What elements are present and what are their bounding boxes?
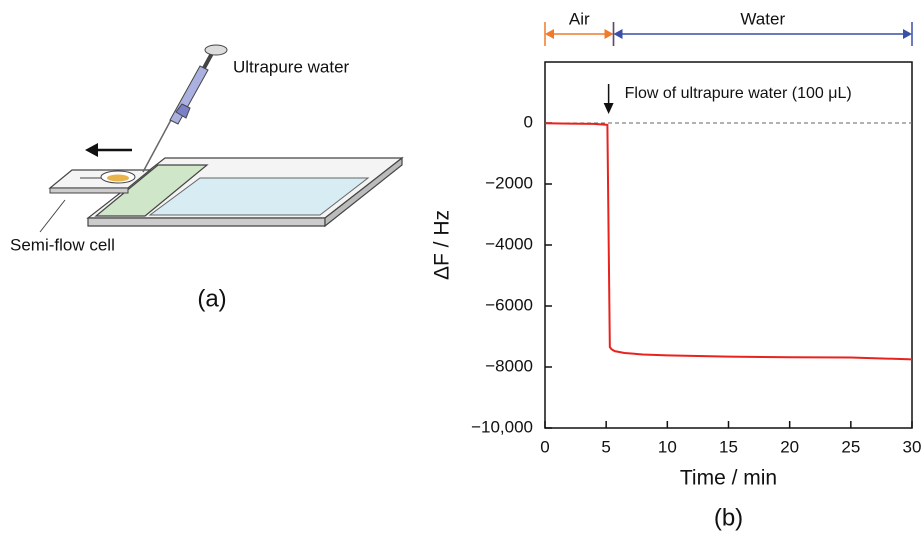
y-tick-label: −8000 [485, 356, 533, 375]
plunger-cap [204, 44, 228, 56]
label-leader [39, 199, 66, 233]
caption: (b) [714, 504, 743, 531]
slide-edge [87, 217, 326, 227]
syringe-barrel [169, 65, 209, 125]
needle [142, 117, 173, 173]
y-tick-label: −10,000 [471, 417, 533, 436]
annotation-head [603, 103, 614, 114]
y-tick-label: 0 [524, 112, 533, 131]
chart: −10,000 −8000 −6000 −4000 −2000 0 0 5 10 15 20 25 30… [431, 9, 922, 531]
x-tick-label: 30 [903, 437, 922, 456]
y-axis-label: ΔF / Hz [431, 210, 454, 280]
slide-side [324, 156, 403, 228]
span-label: Water [740, 9, 785, 28]
arrow-head [85, 143, 98, 157]
span-arrow [604, 29, 614, 39]
span-arrow [545, 29, 554, 39]
caption: (a) [197, 285, 226, 312]
green-spacer [94, 164, 209, 217]
annotation: Flow of ultrapure water (100 μL) [625, 85, 852, 102]
x-tick-label: 20 [780, 437, 799, 456]
span-arrow [903, 29, 912, 39]
span-arrow [613, 29, 623, 39]
plot-frame [544, 61, 913, 429]
diagram: Ultrapure water Semi-flow cell (a) [10, 44, 404, 312]
x-tick-label: 15 [719, 437, 738, 456]
y-tick-label: −6000 [485, 295, 533, 314]
x-axis-label: Time / min [680, 467, 777, 490]
x-tick-label: 10 [658, 437, 677, 456]
sensor-area [148, 177, 370, 216]
syringe-liquid [175, 103, 191, 119]
x-tick-label: 0 [540, 437, 549, 456]
data-line [544, 122, 913, 361]
x-tick-label: 5 [601, 437, 610, 456]
syringe-label: Ultrapure water [233, 57, 350, 76]
x-tick-label: 25 [841, 437, 860, 456]
sample [107, 174, 129, 182]
span-label: Air [569, 9, 590, 28]
cell-label: Semi-flow cell [10, 235, 115, 254]
y-tick-label: −4000 [485, 234, 533, 253]
y-tick-label: −2000 [485, 173, 533, 192]
small-slide-edge [49, 187, 129, 194]
